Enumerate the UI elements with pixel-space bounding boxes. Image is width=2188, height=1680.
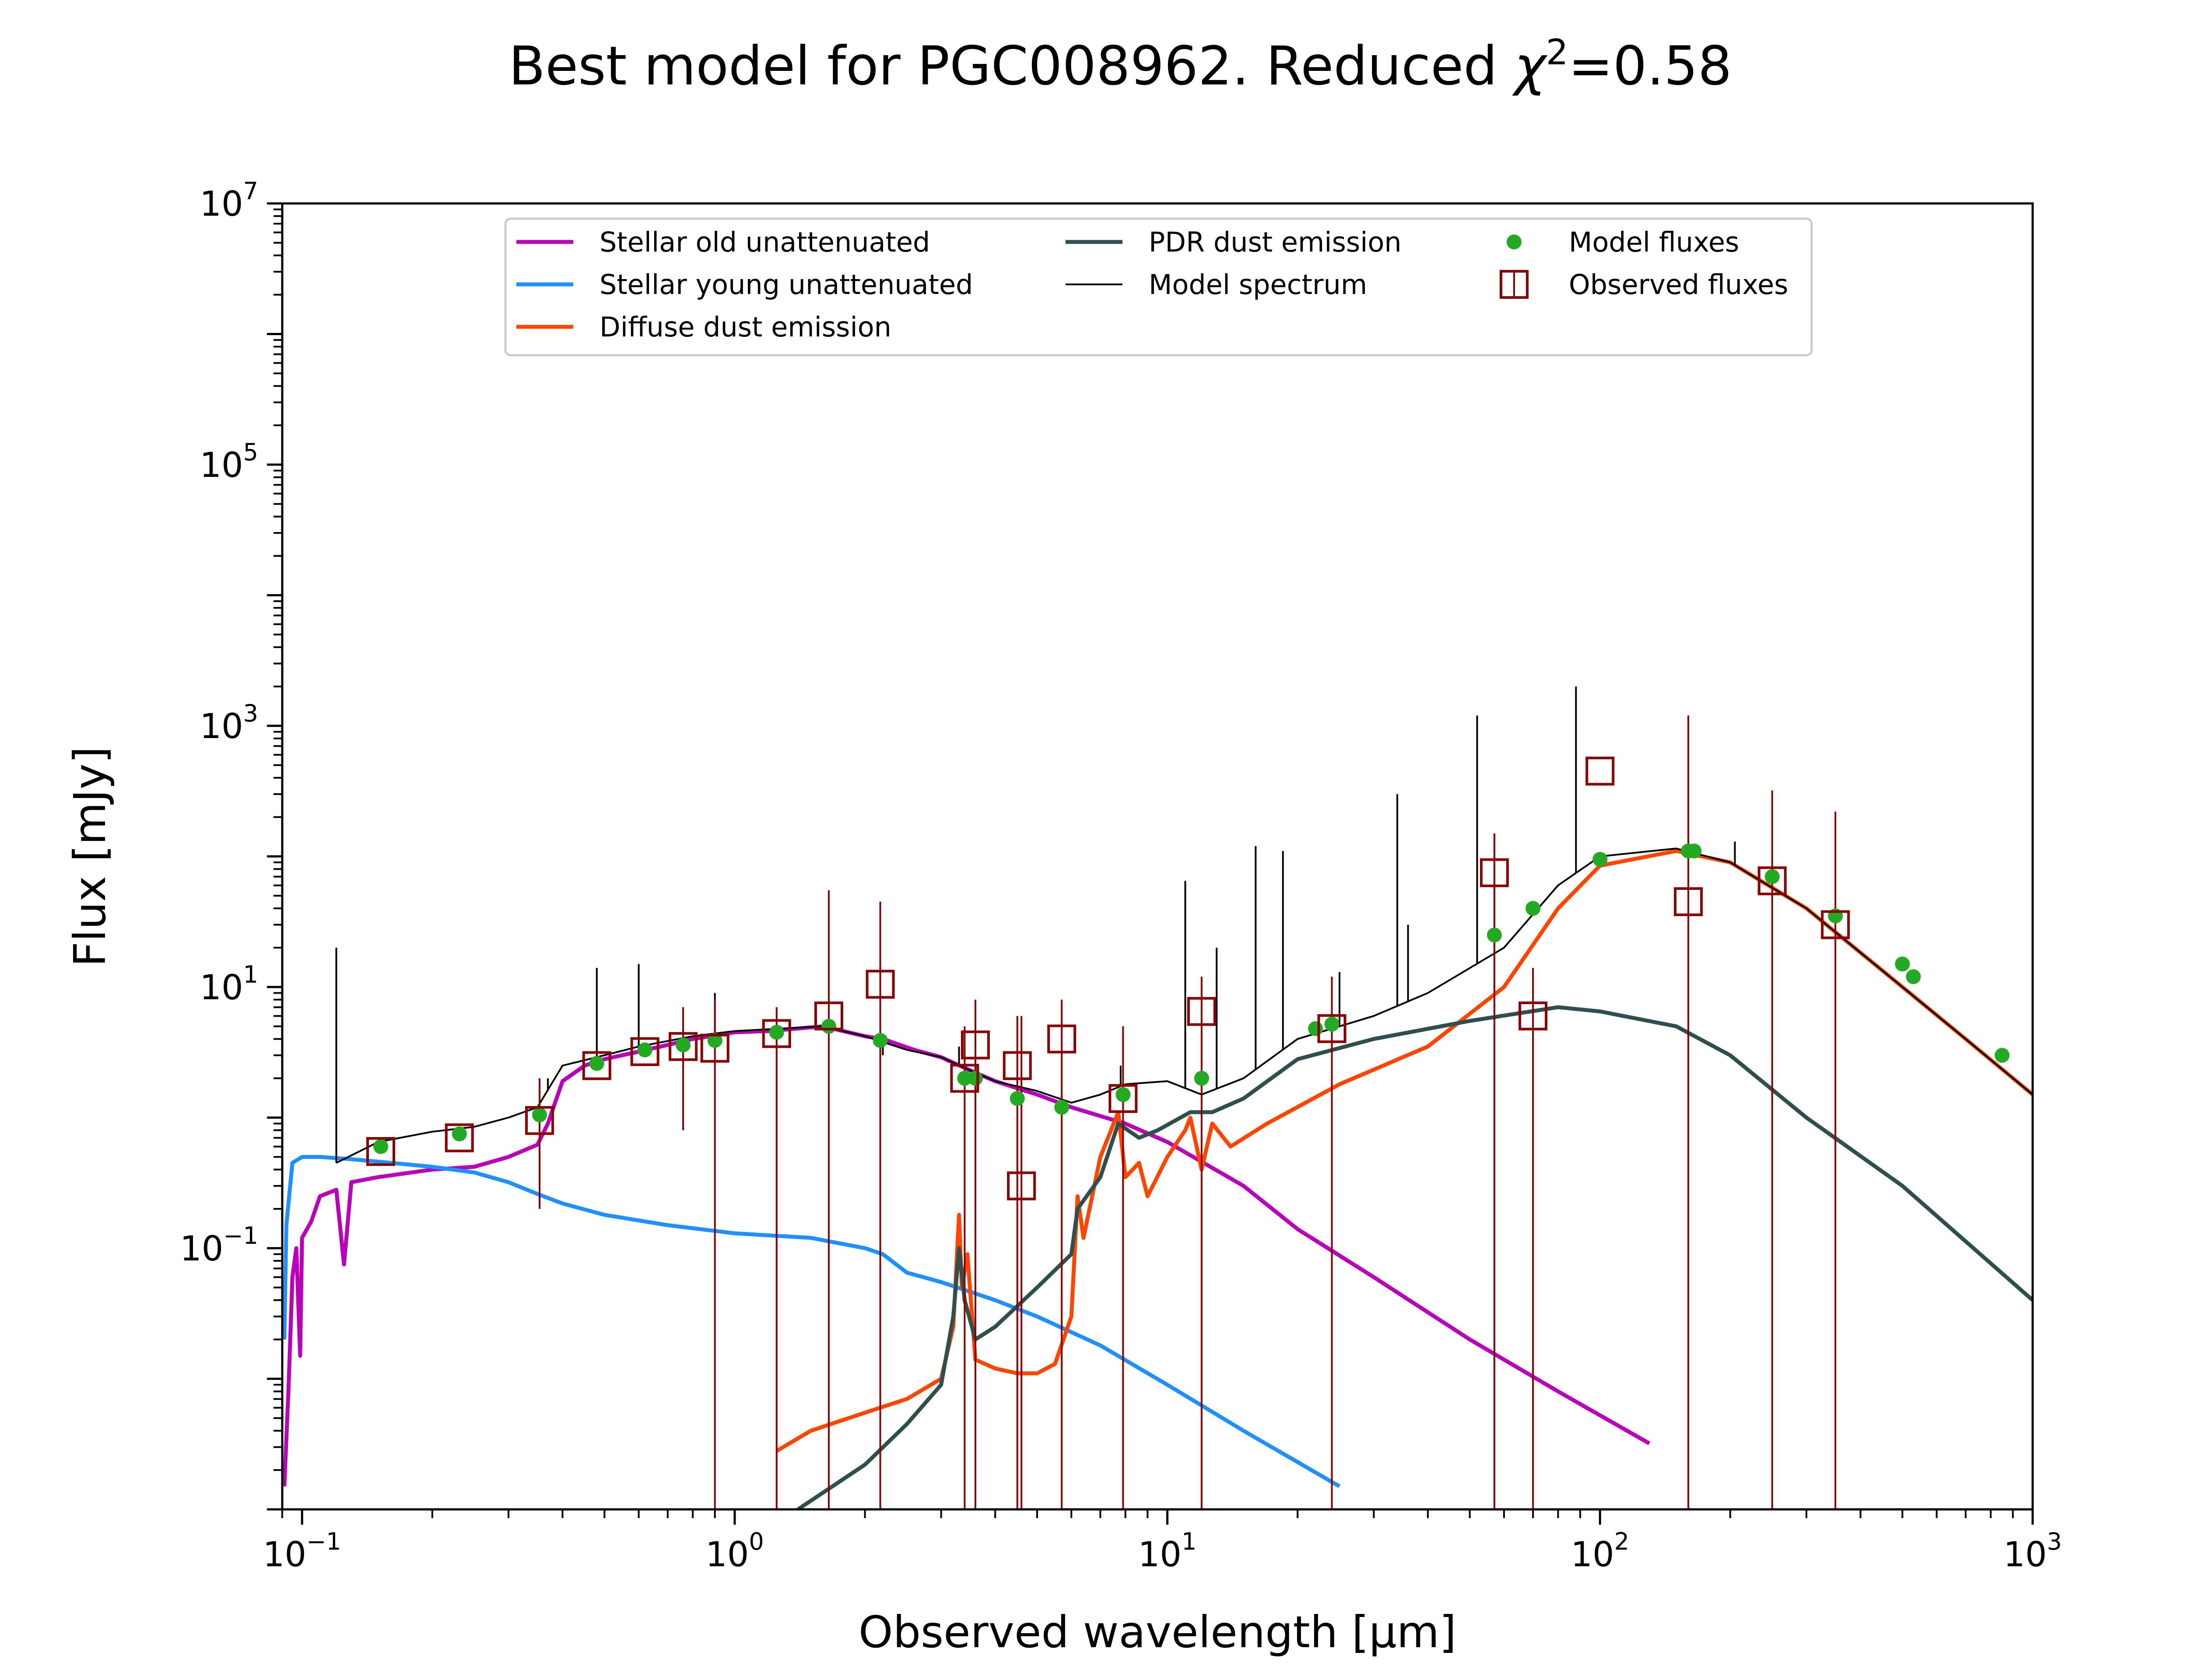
title-suffix: =0.58 (1568, 35, 1732, 97)
series-layer (282, 686, 2033, 1509)
legend-observed-fluxes-label: Observed fluxes (1569, 269, 1788, 301)
observed-flux-marker (1821, 910, 1850, 939)
legend-model-spectrum-label: Model spectrum (1149, 269, 1367, 301)
model-flux-point (1324, 1016, 1339, 1032)
model-flux-point (1525, 901, 1541, 916)
stellar-young-unattenuated-line (282, 1155, 1341, 1488)
y-tick-label: 103 (200, 700, 258, 746)
title-superscript: 2 (1546, 32, 1568, 73)
title-chi-symbol: χ (1512, 35, 1548, 97)
x-tick-label: 102 (1571, 1528, 1629, 1575)
legend-stellar-young-unattenuated-label: Stellar young unattenuated (600, 269, 973, 301)
stellar-old-unattenuated-line (282, 1024, 1651, 1487)
legend: Stellar old unattenuated Stellar young un… (504, 217, 1813, 357)
model-flux-point (532, 1107, 547, 1123)
y-tick-label: 101 (200, 961, 258, 1008)
observed-flux-marker (1674, 887, 1703, 917)
x-axis: 10−1 100 101 102 103 (263, 1509, 2062, 1575)
legend-pdr-dust-emission-label: PDR dust emission (1149, 226, 1402, 258)
model-flux-point (873, 1033, 888, 1048)
legend-model-fluxes-label: Model fluxes (1569, 226, 1739, 258)
observed-flux-marker (1585, 756, 1615, 786)
model-flux-point (373, 1139, 389, 1154)
observed-flux-marker (525, 1106, 554, 1135)
model-flux-point (637, 1042, 652, 1057)
observed-flux-marker (1108, 1084, 1138, 1113)
observed-flux-marker (582, 1051, 611, 1080)
y-tick-label: 10−1 (180, 1222, 258, 1269)
model-flux-point (707, 1033, 722, 1048)
x-tick-label: 10−1 (263, 1528, 341, 1575)
observed-flux-marker (630, 1037, 659, 1066)
model-flux-point (1115, 1087, 1131, 1102)
model-flux-point (452, 1126, 467, 1141)
model-flux-point (589, 1056, 604, 1071)
model-flux-point (1906, 969, 1921, 984)
model-flux-point (821, 1018, 836, 1034)
observed-flux-marker (814, 1001, 843, 1031)
pdr-dust-emission-line (796, 1005, 2033, 1509)
model-flux-point (1764, 869, 1780, 884)
x-tick-label: 103 (2003, 1528, 2062, 1575)
y-tick-label: 105 (200, 438, 258, 485)
x-tick-label: 101 (1138, 1528, 1197, 1575)
observed-flux-marker (1007, 1171, 1036, 1200)
legend-stellar-old-unattenuated-label: Stellar old unattenuated (600, 226, 930, 258)
legend-diffuse-dust-emission-label: Diffuse dust emission (600, 311, 891, 343)
observed-flux-marker (669, 1032, 698, 1061)
model-flux-point (1487, 928, 1502, 943)
model-flux-point (1194, 1071, 1209, 1086)
observed-flux-marker (1480, 858, 1509, 887)
observed-flux-marker (1317, 1014, 1346, 1043)
model-spectrum-line (336, 847, 2033, 1164)
observed-flux-marker (1187, 997, 1216, 1026)
observed-flux-marker (866, 970, 895, 999)
y-axis-label: Flux [mJy] (64, 746, 116, 967)
model-flux-point (769, 1025, 784, 1040)
model-flux-point (1010, 1091, 1025, 1106)
legend-box (504, 217, 1813, 357)
x-tick-label: 100 (705, 1528, 764, 1575)
model-flux-point (676, 1037, 691, 1053)
observed-flux-marker (1518, 1001, 1548, 1031)
title-prefix: Best model for PGC008962. Reduced (508, 35, 1514, 97)
model-flux-point (1592, 852, 1608, 867)
chart-title: Best model for PGC008962. Reduced χ2=0.5… (508, 32, 1732, 97)
observed-flux-marker (762, 1019, 791, 1048)
marker-layer (366, 756, 2010, 1200)
observed-flux-marker (1047, 1024, 1076, 1054)
x-axis-label: Observed wavelength [μm] (859, 1606, 1456, 1658)
observed-flux-marker (961, 1030, 990, 1060)
model-flux-point (1895, 956, 1910, 972)
model-flux-point (968, 1071, 983, 1086)
y-tick-label: 107 (200, 177, 258, 224)
observed-flux-marker (950, 1064, 979, 1093)
plot-area (281, 202, 2034, 1511)
model-flux-point (1308, 1021, 1323, 1036)
model-flux-point (957, 1071, 972, 1086)
legend-model-fluxes-swatch (1507, 234, 1522, 249)
model-flux-point (1687, 844, 1702, 859)
observed-flux-marker (366, 1137, 396, 1166)
y-axis: 10−1 101 103 105 107 (180, 177, 282, 1511)
observed-flux-marker (1757, 866, 1787, 896)
model-flux-point (1054, 1099, 1069, 1115)
observed-flux-marker (445, 1123, 474, 1152)
observed-flux-marker (1003, 1051, 1032, 1080)
observed-flux-marker (700, 1033, 729, 1063)
model-flux-point (1995, 1048, 2010, 1063)
